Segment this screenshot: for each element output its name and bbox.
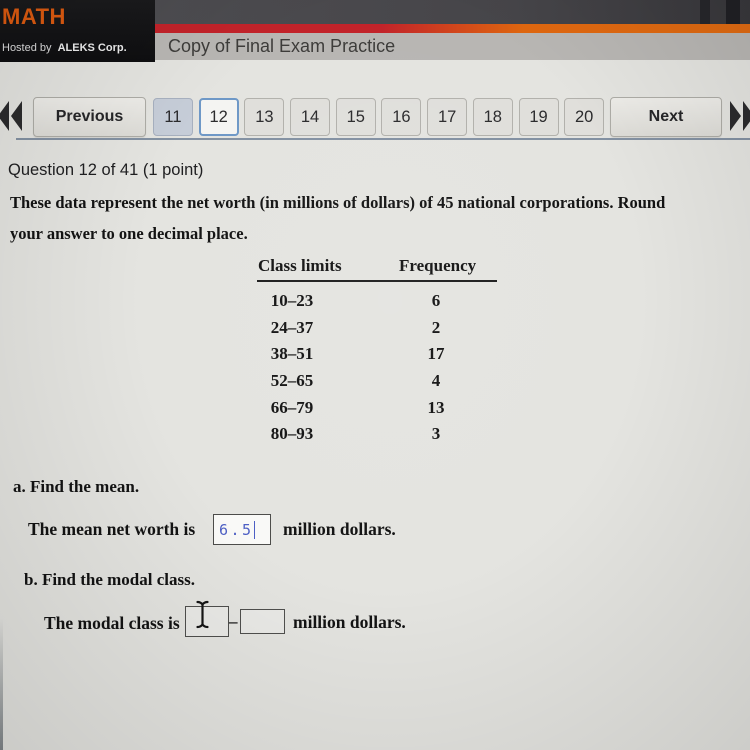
- table-header-rule: [257, 280, 497, 282]
- brand-title: MATH: [2, 4, 66, 29]
- frequency-cell: 13: [427, 397, 445, 417]
- header-dark-strip: [155, 0, 750, 25]
- text-cursor-icon: [195, 600, 210, 634]
- frequency-cell: 6: [431, 291, 441, 311]
- previous-button[interactable]: Previous: [33, 97, 146, 137]
- part-a-sentence: The mean net worth is: [28, 519, 196, 539]
- table-row: 38–51 17: [257, 341, 497, 368]
- table-row: 24–37 2: [257, 315, 497, 342]
- modal-class-upper-input[interactable]: [240, 609, 285, 634]
- screen-bezel-edge: [0, 618, 3, 750]
- table-row: 66–79 13: [257, 394, 497, 421]
- modal-class-lower-input[interactable]: [185, 606, 229, 637]
- fast-forward-icon[interactable]: [727, 99, 750, 138]
- class-limits-cell: 24–37: [270, 317, 314, 337]
- table-header-frequency: Frequency: [399, 256, 477, 275]
- brand-box: MATH Hosted by ALEKS Corp.: [0, 0, 155, 62]
- frequency-cell: 17: [427, 344, 445, 364]
- question-prompt-line1: These data represent the net worth (in m…: [10, 193, 666, 212]
- fast-backward-icon[interactable]: [0, 99, 25, 138]
- question-counter: Question 12 of 41 (1 point): [8, 161, 204, 179]
- frequency-cell: 2: [431, 317, 441, 337]
- next-button[interactable]: Next: [610, 97, 722, 137]
- text-caret: [253, 520, 256, 539]
- table-header-class-limits: Class limits: [258, 256, 342, 275]
- range-dash: –: [229, 612, 238, 631]
- page-button-16[interactable]: 16: [381, 98, 422, 136]
- header-accent-stripe: [155, 24, 750, 33]
- mean-input[interactable]: 6.5: [213, 514, 271, 545]
- part-b-units: million dollars.: [293, 612, 406, 632]
- class-limits-cell: 38–51: [270, 344, 314, 364]
- class-limits-cell: 10–23: [270, 291, 314, 311]
- screen-glare: [700, 0, 710, 25]
- brand-subtitle: Hosted by ALEKS Corp.: [2, 42, 127, 54]
- page-button-11[interactable]: 11: [153, 98, 193, 136]
- page-list: 11 12 13 14 15 16 17 18 19 20: [153, 98, 605, 136]
- page-button-12[interactable]: 12: [198, 98, 239, 136]
- page-button-20[interactable]: 20: [564, 98, 605, 136]
- table-row: 10–23 6: [257, 288, 497, 315]
- class-limits-cell: 80–93: [270, 424, 314, 444]
- screen-glare: [726, 0, 740, 25]
- class-limits-cell: 66–79: [270, 397, 314, 417]
- brand-subtitle-prefix: Hosted by: [2, 42, 52, 54]
- page-button-13[interactable]: 13: [244, 98, 285, 136]
- table-row: 80–93 3: [257, 421, 497, 448]
- tab-bar: Copy of Final Exam Practice: [155, 33, 750, 60]
- tab-title[interactable]: Copy of Final Exam Practice: [168, 36, 396, 56]
- frequency-cell: 4: [431, 371, 441, 391]
- page-button-18[interactable]: 18: [472, 98, 513, 136]
- mean-input-value: 6.5: [219, 520, 254, 539]
- frequency-cell: 3: [431, 424, 441, 444]
- frequency-table: 10–23 6 24–37 2 38–51 17 52–65 4 66–79 1…: [257, 288, 497, 448]
- brand-subtitle-name: ALEKS Corp.: [57, 42, 127, 54]
- page-button-17[interactable]: 17: [427, 98, 468, 136]
- table-row: 52–65 4: [257, 368, 497, 395]
- question-prompt-line2: your answer to one decimal place.: [10, 224, 248, 243]
- part-a-label: a. Find the mean.: [13, 477, 140, 496]
- part-b-label: b. Find the modal class.: [24, 570, 195, 589]
- part-b-sentence: The modal class is: [44, 613, 180, 633]
- nav-divider: [16, 138, 750, 140]
- page-button-14[interactable]: 14: [290, 98, 331, 136]
- page-button-19[interactable]: 19: [518, 98, 559, 136]
- page-button-15[interactable]: 15: [335, 98, 376, 136]
- part-a-units: million dollars.: [283, 519, 396, 539]
- class-limits-cell: 52–65: [270, 371, 314, 391]
